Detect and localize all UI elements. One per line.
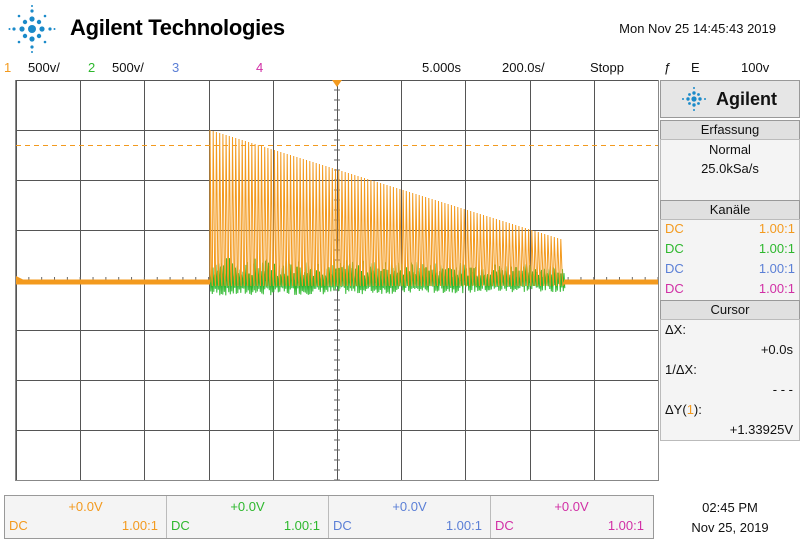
channel-status-bar: 1 500v/ 2 500v/ 3 4 5.000s 200.0s/ Stopp…: [0, 58, 800, 78]
cursor-header[interactable]: Cursor: [660, 300, 800, 320]
cursor-body: ΔX: +0.0s 1/ΔX: - - - ΔY(1): +1.33925V: [660, 319, 800, 441]
waveform-canvas: [16, 80, 658, 480]
footer-channel-2[interactable]: +0.0V DC 1.00:1: [167, 496, 329, 538]
channel-offset: +0.0V: [554, 499, 589, 514]
channel-probe: 1.00:1: [121, 518, 158, 533]
inverse-delta-x-label: 1/ΔX:: [665, 362, 697, 377]
channels-header[interactable]: Kanäle: [660, 200, 800, 220]
title-bar: Agilent Technologies Mon Nov 25 14:45:43…: [0, 0, 800, 58]
acquisition-body: Normal 25.0kSa/s: [660, 139, 800, 201]
ch1-number[interactable]: 1: [4, 60, 12, 75]
delta-x-label: ΔX:: [665, 322, 686, 337]
trigger-level[interactable]: 100v: [741, 60, 770, 75]
delta-y-label: ΔY(1):: [665, 402, 702, 417]
channel-probe: 1.00:1: [607, 518, 644, 533]
channel-offset: +0.0V: [230, 499, 265, 514]
system-clock: 02:45 PM Nov 25, 2019: [665, 498, 795, 538]
brand-title: Agilent Technologies: [70, 15, 285, 40]
channel-coupling: DC: [665, 221, 684, 236]
delta-y-label-post: ):: [693, 402, 702, 417]
channel-row[interactable]: DC 1.00:1: [665, 261, 797, 281]
agilent-spark-icon: [682, 87, 706, 111]
ch3-number[interactable]: 3: [172, 60, 180, 75]
trigger-marker-icon: [332, 80, 342, 87]
trigger-source[interactable]: E: [691, 60, 700, 75]
acquisition-header[interactable]: Erfassung: [660, 120, 800, 140]
channel-row[interactable]: DC 1.00:1: [665, 241, 797, 261]
ch1-trace: [16, 129, 658, 287]
waveform-display[interactable]: [15, 80, 659, 481]
channel-coupling: DC: [9, 518, 28, 533]
acquisition-mode: Normal: [709, 142, 751, 157]
ch1-scale[interactable]: 500v/: [28, 60, 60, 75]
channel-offset: +0.0V: [68, 499, 103, 514]
channel-row[interactable]: DC 1.00:1: [665, 221, 797, 241]
ch2-number[interactable]: 2: [88, 60, 96, 75]
channel-coupling: DC: [665, 241, 684, 256]
time-position[interactable]: 5.000s: [422, 60, 462, 75]
side-logo: Agilent: [660, 80, 800, 118]
channel-probe: 1.00:1: [758, 221, 795, 236]
channel-coupling: DC: [665, 281, 684, 296]
footer-channel-1[interactable]: +0.0V DC 1.00:1: [5, 496, 167, 538]
trigger-edge-icon[interactable]: ƒ: [664, 60, 672, 75]
agilent-spark-icon: [8, 5, 56, 53]
delta-x-value: +0.0s: [760, 342, 793, 357]
run-state[interactable]: Stopp: [590, 60, 624, 75]
channel-offset: +0.0V: [392, 499, 427, 514]
delta-y-label-pre: ΔY(: [665, 402, 687, 417]
delta-y-value: +1.33925V: [729, 422, 793, 437]
channel-probe: 1.00:1: [758, 261, 795, 276]
ch2-trace: [16, 258, 658, 296]
sample-rate: 25.0kSa/s: [701, 161, 759, 176]
channel-coupling: DC: [333, 518, 352, 533]
channel-coupling: DC: [665, 261, 684, 276]
channel-footer: +0.0V DC 1.00:1 +0.0V DC 1.00:1 +0.0V DC…: [4, 495, 654, 539]
ch4-number[interactable]: 4: [256, 60, 264, 75]
inverse-delta-x-value: - - -: [772, 382, 793, 397]
channel-coupling: DC: [495, 518, 514, 533]
channels-body: DC 1.00:1 DC 1.00:1 DC 1.00:1 DC 1.00:1: [660, 219, 800, 303]
clock-date: Nov 25, 2019: [691, 520, 769, 535]
footer-channel-3[interactable]: +0.0V DC 1.00:1: [329, 496, 491, 538]
side-logo-text: Agilent: [716, 89, 777, 109]
channel-coupling: DC: [171, 518, 190, 533]
channel-probe: 1.00:1: [283, 518, 320, 533]
side-panel: Agilent Erfassung Normal 25.0kSa/s Kanäl…: [660, 80, 800, 480]
header-datetime: Mon Nov 25 14:45:43 2019: [619, 21, 776, 36]
channel-row[interactable]: DC 1.00:1: [665, 281, 797, 301]
delta-y-channel: 1: [686, 402, 694, 417]
ch2-scale[interactable]: 500v/: [112, 60, 144, 75]
clock-time: 02:45 PM: [702, 500, 758, 515]
channel-probe: 1.00:1: [445, 518, 482, 533]
channel-probe: 1.00:1: [758, 241, 795, 256]
time-scale[interactable]: 200.0s/: [502, 60, 545, 75]
footer-channel-4[interactable]: +0.0V DC 1.00:1: [491, 496, 652, 538]
channel-probe: 1.00:1: [758, 281, 795, 296]
